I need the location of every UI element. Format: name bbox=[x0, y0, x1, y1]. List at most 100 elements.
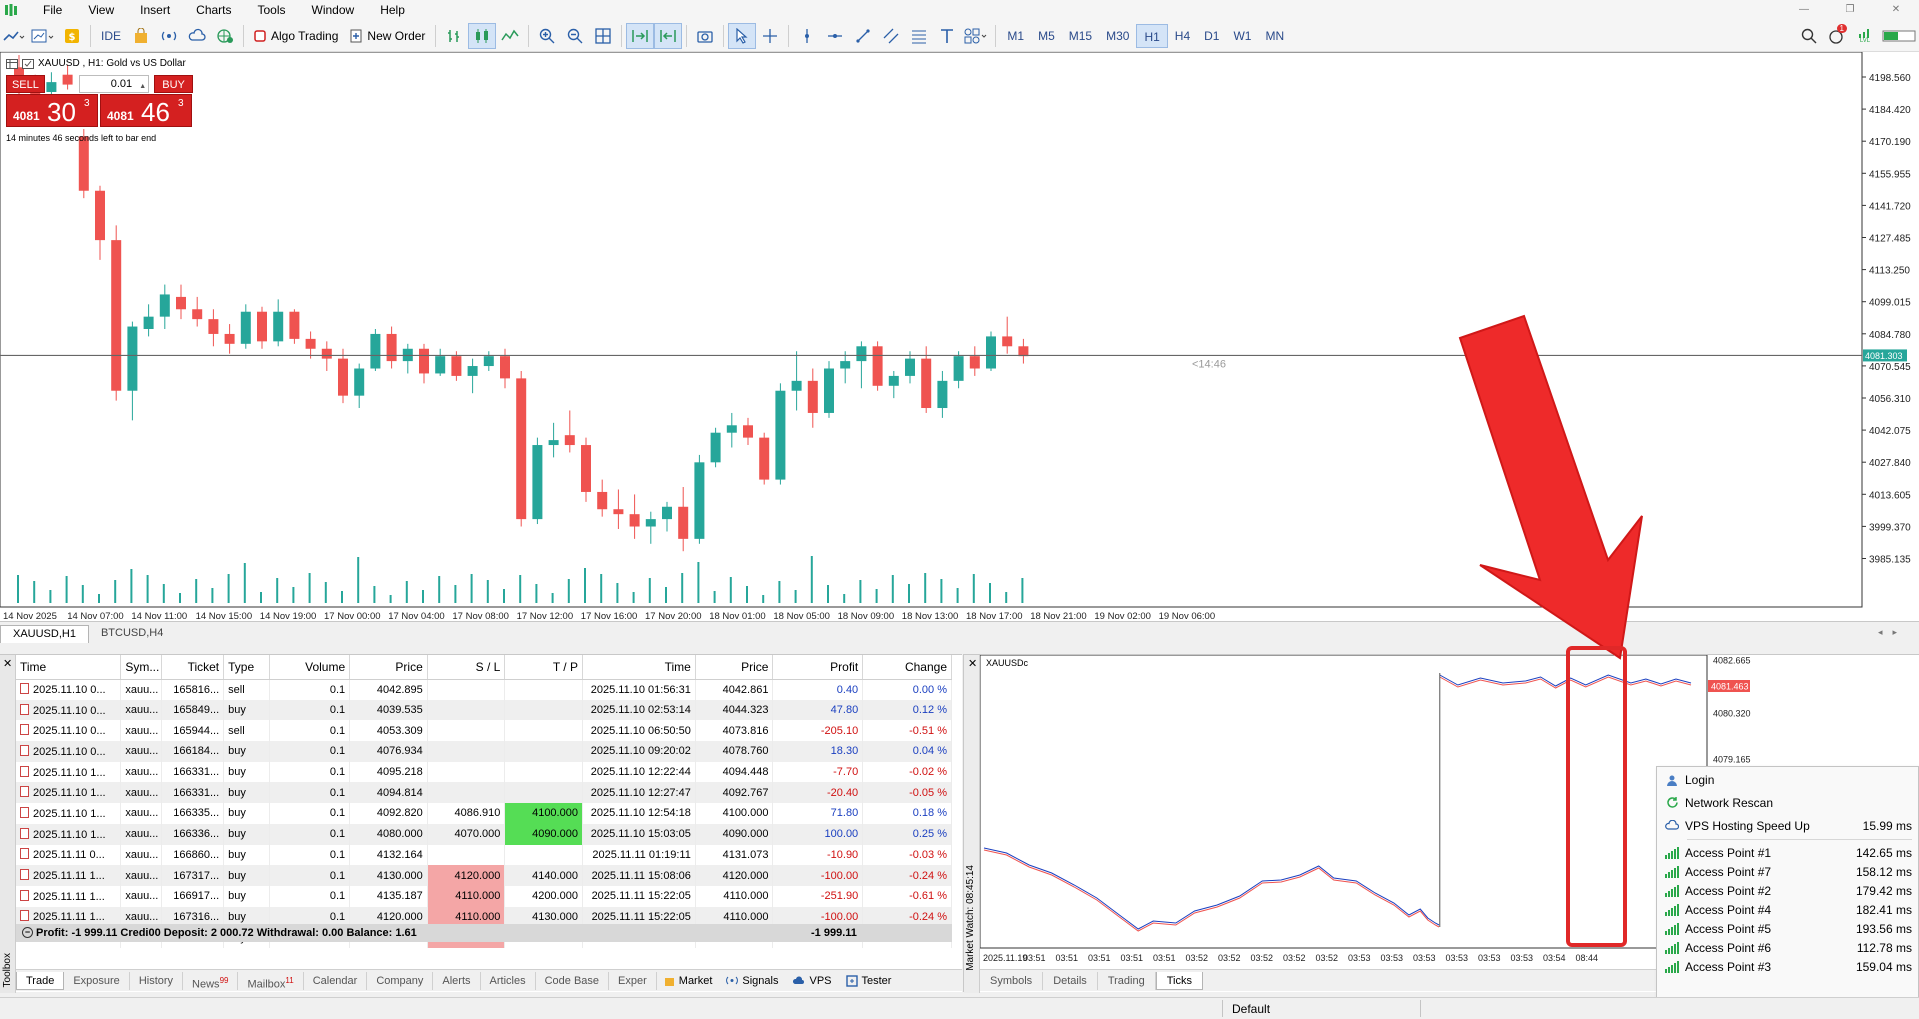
cloud-button[interactable] bbox=[183, 23, 211, 49]
col-sl[interactable]: S / L bbox=[427, 655, 506, 680]
sell-button[interactable]: SELL bbox=[6, 75, 45, 93]
timeframe-w1[interactable]: W1 bbox=[1233, 28, 1252, 43]
table-row[interactable]: 2025.11.11 1... xauu... 167317... buy 0.1 413… bbox=[16, 865, 952, 886]
table-row[interactable]: 2025.11.11 1... xauu... 167316... buy 0.1 412… bbox=[16, 906, 952, 928]
timeframe-h4[interactable]: H4 bbox=[1174, 28, 1191, 43]
timeframe-h1[interactable]: H1 bbox=[1136, 23, 1168, 48]
table-row[interactable]: 2025.11.10 0... xauu... 165849... buy 0.1 403… bbox=[16, 699, 952, 721]
new-chart-button[interactable] bbox=[0, 23, 28, 49]
zoom-out-button[interactable] bbox=[561, 23, 589, 49]
vps-button[interactable] bbox=[211, 23, 239, 49]
vertical-line-button[interactable] bbox=[793, 23, 821, 49]
tab-details[interactable]: Details bbox=[1043, 971, 1098, 990]
profiles-button[interactable] bbox=[28, 23, 58, 49]
timeframe-m15[interactable]: M15 bbox=[1068, 28, 1093, 43]
sell-price-button[interactable]: 4081 30 3 bbox=[6, 94, 98, 127]
table-row[interactable]: 2025.11.10 1... xauu... 166336... buy 0.1 408… bbox=[16, 823, 952, 845]
ide-button[interactable]: IDE bbox=[95, 23, 127, 49]
tab-ticks[interactable]: Ticks bbox=[1155, 971, 1203, 990]
tab-trade[interactable]: Trade bbox=[16, 971, 65, 990]
tab-company[interactable]: Company bbox=[367, 971, 434, 990]
search-button[interactable] bbox=[1795, 23, 1823, 49]
menu-tools[interactable]: Tools bbox=[257, 3, 286, 17]
col-tp[interactable]: T / P bbox=[504, 655, 583, 680]
restore-button[interactable]: ❐ bbox=[1845, 4, 1855, 15]
shopping-bag-button[interactable] bbox=[127, 23, 155, 49]
connection-status[interactable] bbox=[1879, 23, 1919, 49]
market-watch-close-icon[interactable]: ✕ bbox=[968, 658, 978, 670]
channel-button[interactable] bbox=[877, 23, 905, 49]
timeframe-m1[interactable]: M1 bbox=[1007, 28, 1025, 43]
tab-symbols[interactable]: Symbols bbox=[980, 971, 1044, 990]
menu-insert[interactable]: Insert bbox=[140, 3, 171, 17]
timeframe-d1[interactable]: D1 bbox=[1204, 28, 1220, 43]
tab-scroll-arrows[interactable]: ◂▸ bbox=[1877, 627, 1907, 637]
menu-access-point[interactable]: Access Point #1 142.65 ms bbox=[1657, 843, 1919, 862]
fibonacci-button[interactable] bbox=[905, 23, 933, 49]
text-button[interactable] bbox=[933, 23, 961, 49]
tab-experts[interactable]: Exper bbox=[609, 971, 657, 990]
screenshot-button[interactable] bbox=[691, 23, 719, 49]
tab-history[interactable]: History bbox=[130, 971, 184, 990]
vps-tab-button[interactable]: VPS bbox=[785, 975, 838, 987]
table-row[interactable]: 2025.11.10 1... xauu... 166331... buy 0.1 409… bbox=[16, 782, 952, 804]
tab-news[interactable]: News99 bbox=[183, 971, 239, 990]
autoscroll-button[interactable] bbox=[626, 22, 655, 49]
table-row[interactable]: 2025.11.10 0... xauu... 165944... sell 0.1 40… bbox=[16, 720, 952, 742]
table-row[interactable]: 2025.11.10 0... xauu... 166184... buy 0.1 407… bbox=[16, 741, 952, 762]
tab-mailbox[interactable]: Mailbox11 bbox=[238, 971, 304, 990]
horizontal-line-button[interactable] bbox=[821, 23, 849, 49]
zoom-in-button[interactable] bbox=[533, 23, 561, 49]
timeframe-m5[interactable]: M5 bbox=[1038, 28, 1055, 43]
price-chart[interactable]: 4198.560 4184.420 4170.190 4155.955 4141.720… bbox=[0, 52, 1919, 622]
new-order-button[interactable]: New Order bbox=[344, 23, 431, 49]
menu-access-point[interactable]: Access Point #3 159.04 ms bbox=[1657, 957, 1919, 976]
menu-access-point[interactable]: Access Point #5 193.56 ms bbox=[1657, 919, 1919, 938]
tab-xauusd-h1[interactable]: XAUUSD,H1 bbox=[0, 625, 89, 643]
menu-access-point[interactable]: Access Point #6 112.78 ms bbox=[1657, 938, 1919, 957]
tab-calendar[interactable]: Calendar bbox=[304, 971, 368, 990]
tester-tab-button[interactable]: Tester bbox=[839, 975, 899, 987]
menu-help[interactable]: Help bbox=[380, 3, 405, 17]
table-row[interactable]: 2025.11.11 0... xauu... 166860... buy 0.1 413… bbox=[16, 844, 952, 866]
tile-windows-button[interactable] bbox=[589, 23, 617, 49]
tab-exposure[interactable]: Exposure bbox=[64, 971, 130, 990]
chart-shift-button[interactable] bbox=[654, 22, 683, 49]
crosshair-button[interactable] bbox=[756, 23, 784, 49]
timeframe-mn[interactable]: MN bbox=[1265, 28, 1285, 43]
menu-access-point[interactable]: Access Point #2 179.42 ms bbox=[1657, 881, 1919, 900]
col-time[interactable]: Time bbox=[16, 655, 122, 680]
shapes-button[interactable] bbox=[961, 23, 991, 49]
bar-chart-button[interactable] bbox=[440, 23, 468, 49]
algo-trading-button[interactable]: Algo Trading bbox=[248, 23, 344, 49]
col-symbol[interactable]: Sym... bbox=[120, 655, 162, 680]
col-price[interactable]: Price bbox=[349, 655, 428, 680]
market-button[interactable]: Market bbox=[657, 975, 720, 987]
col-change[interactable]: Change bbox=[862, 655, 952, 680]
table-row[interactable]: 2025.11.11 1... xauu... 166917... buy 0.1 413… bbox=[16, 885, 952, 907]
notifications-button[interactable]: 1 bbox=[1823, 23, 1851, 49]
tab-trading[interactable]: Trading bbox=[1098, 971, 1156, 990]
menu-view[interactable]: View bbox=[88, 3, 115, 17]
timeframe-m30[interactable]: M30 bbox=[1106, 28, 1130, 43]
table-row[interactable]: 2025.11.10 1... xauu... 166331... buy 0.1 409… bbox=[16, 761, 952, 783]
lvl-indicator[interactable]: LVL bbox=[1851, 23, 1879, 49]
line-button[interactable] bbox=[496, 23, 524, 49]
table-row[interactable]: 2025.11.10 0... xauu... 165816... sell 0.1 40… bbox=[16, 679, 952, 700]
volume-input[interactable]: 0.01▲▼ bbox=[78, 75, 150, 106]
candlestick-chart[interactable]: 4198.560 4184.420 4170.190 4155.955 4141.720… bbox=[0, 52, 1919, 622]
col-ticket[interactable]: Ticket bbox=[161, 655, 225, 680]
col-volume[interactable]: Volume bbox=[269, 655, 351, 680]
tab-alerts[interactable]: Alerts bbox=[433, 971, 481, 990]
col-close-time[interactable]: Time bbox=[582, 655, 696, 680]
tab-btcusd-h4[interactable]: BTCUSD,H4 bbox=[100, 627, 164, 639]
buy-button[interactable]: BUY bbox=[154, 75, 193, 93]
table-row[interactable]: 2025.11.10 1... xauu... 166335... buy 0.1 409… bbox=[16, 803, 952, 824]
tab-code-base[interactable]: Code Base bbox=[536, 971, 610, 990]
signals-tab-button[interactable]: Signals bbox=[719, 975, 785, 987]
trendline-button[interactable] bbox=[849, 23, 877, 49]
menu-charts[interactable]: Charts bbox=[196, 3, 232, 17]
candlestick-button[interactable] bbox=[468, 22, 497, 49]
one-click-icon[interactable] bbox=[22, 58, 34, 69]
tab-articles[interactable]: Articles bbox=[481, 971, 536, 990]
